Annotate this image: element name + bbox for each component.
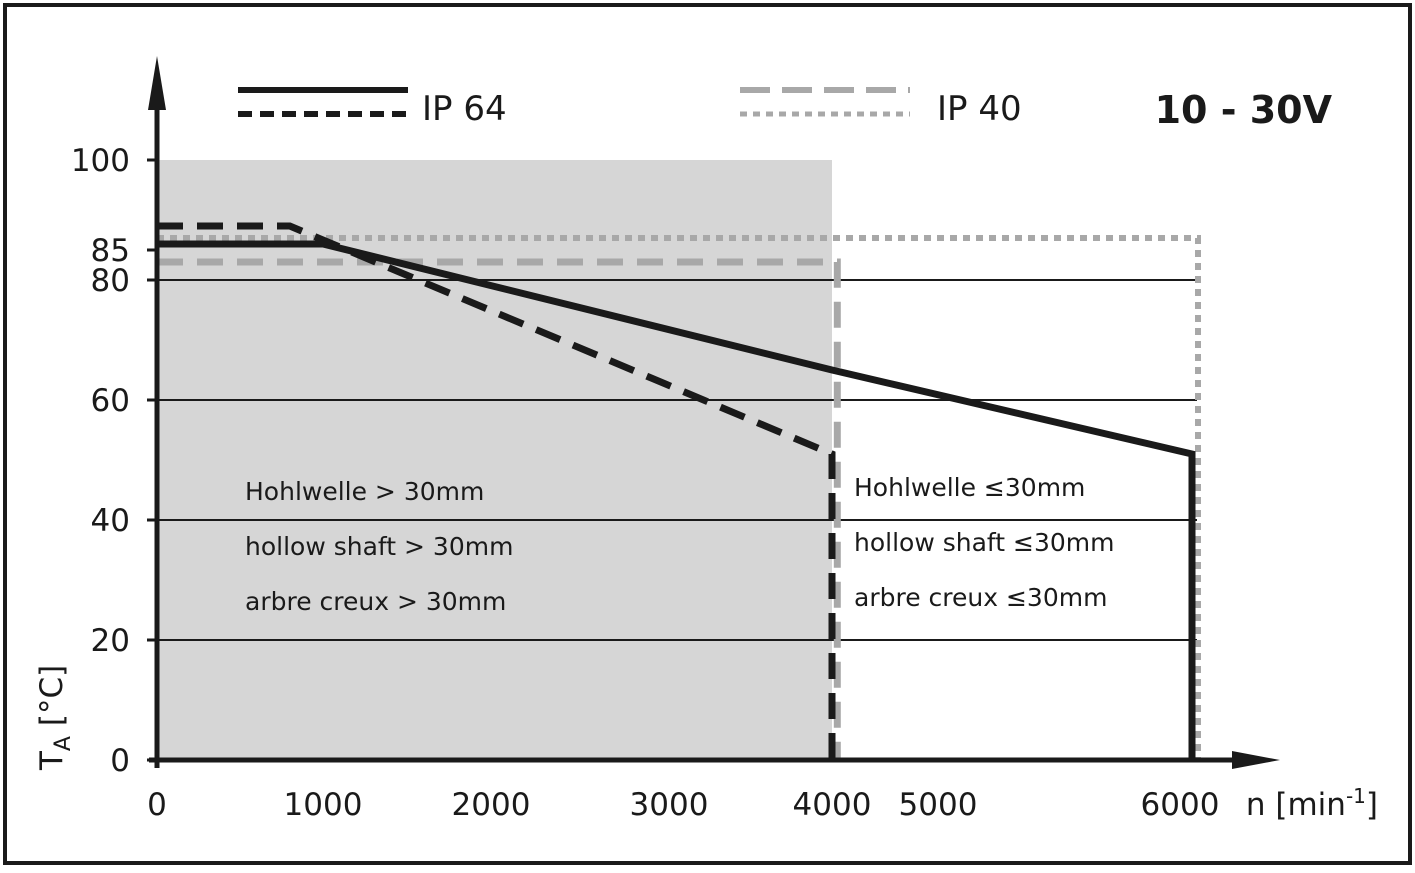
annotation-right-1: hollow shaft ≤30mm xyxy=(854,528,1115,557)
series-layer xyxy=(157,222,1201,760)
annotation-right-0: Hohlwelle ≤30mm xyxy=(854,473,1085,502)
x-tick-label-4000: 4000 xyxy=(793,787,872,823)
x-tick-label-5000: 5000 xyxy=(899,787,978,823)
shade-layer xyxy=(157,160,832,760)
chart-title: 10 - 30V xyxy=(1155,88,1333,132)
y-axis-arrow xyxy=(148,56,166,110)
y-tick-label-0: 0 xyxy=(110,743,130,779)
x-tick-label-3000: 3000 xyxy=(630,787,709,823)
x-tick-label-6000: 6000 xyxy=(1141,787,1220,823)
annotation-left-1: hollow shaft > 30mm xyxy=(245,532,513,561)
shaded-region xyxy=(157,160,832,760)
y-tick-label-20: 20 xyxy=(91,623,130,659)
annotation-left-2: arbre creux > 30mm xyxy=(245,587,506,616)
y-tick-label-80: 80 xyxy=(91,263,130,299)
series-line-ip40-dashed xyxy=(157,258,841,760)
legend-label-ip64: IP 64 xyxy=(422,89,507,129)
annotation-right-2: arbre creux ≤30mm xyxy=(854,583,1107,612)
y-tick-label-100: 100 xyxy=(71,143,130,179)
legend-label-ip40: IP 40 xyxy=(937,89,1022,129)
series-line-ip64-solid xyxy=(157,240,1196,760)
y-tick-label-60: 60 xyxy=(91,383,130,419)
y-axis-label: TA [°C] xyxy=(34,665,76,771)
annotation-left-0: Hohlwelle > 30mm xyxy=(245,477,484,506)
legend-layer: IP 64 IP 40 xyxy=(238,87,1022,129)
annotation-layer: Hohlwelle > 30mm hollow shaft > 30mm arbre… xyxy=(245,473,1115,616)
axis-layer xyxy=(148,56,1280,769)
y-tick-label-85: 85 xyxy=(91,233,130,269)
x-tick-label-2000: 2000 xyxy=(452,787,531,823)
grid-layer xyxy=(157,279,1197,641)
y-tick-label-40: 40 xyxy=(91,503,130,539)
x-axis-arrow xyxy=(1232,751,1280,769)
x-tick-label-0: 0 xyxy=(147,787,167,823)
x-axis-label: n [min-1] xyxy=(1246,784,1378,823)
x-tick-label-1000: 1000 xyxy=(284,787,363,823)
series-line-ip40-dotted xyxy=(157,235,1201,760)
